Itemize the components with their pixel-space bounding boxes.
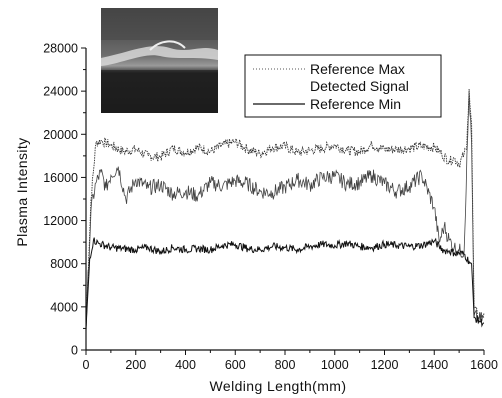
- y-tick-label: 8000: [50, 257, 78, 271]
- y-axis-title: Plasma Intensity: [14, 137, 30, 246]
- x-tick-label: 200: [125, 358, 146, 372]
- series-line-detected-signal: [86, 91, 484, 328]
- series-group: [86, 89, 484, 331]
- y-tick-label: 16000: [43, 171, 78, 185]
- weld-bead-photo: [101, 8, 218, 113]
- y-tick-label: 4000: [50, 300, 78, 314]
- legend-label-reference-max: Reference Max: [310, 61, 405, 77]
- x-tick-label: 1400: [420, 358, 448, 372]
- x-tick-label: 800: [275, 358, 296, 372]
- series-line-reference-max: [86, 89, 484, 328]
- series-line-reference-min: [86, 238, 484, 331]
- x-tick-label: 600: [225, 358, 246, 372]
- x-tick-label: 1600: [470, 358, 498, 372]
- x-tick-label: 1000: [321, 358, 349, 372]
- y-tick-label: 24000: [43, 85, 78, 99]
- y-tick-label: 12000: [43, 214, 78, 228]
- x-tick-label: 1200: [371, 358, 399, 372]
- y-tick-label: 0: [71, 344, 78, 358]
- legend: Reference Max Detected Signal Reference …: [245, 55, 441, 117]
- x-axis-title: Welding Length(mm): [210, 378, 347, 394]
- legend-label-detected-signal: Detected Signal: [310, 78, 409, 94]
- legend-label-reference-min: Reference Min: [310, 96, 401, 112]
- y-tick-label: 28000: [43, 42, 78, 56]
- y-tick-label: 20000: [43, 128, 78, 142]
- x-tick-label: 400: [175, 358, 196, 372]
- x-tick-label: 0: [83, 358, 90, 372]
